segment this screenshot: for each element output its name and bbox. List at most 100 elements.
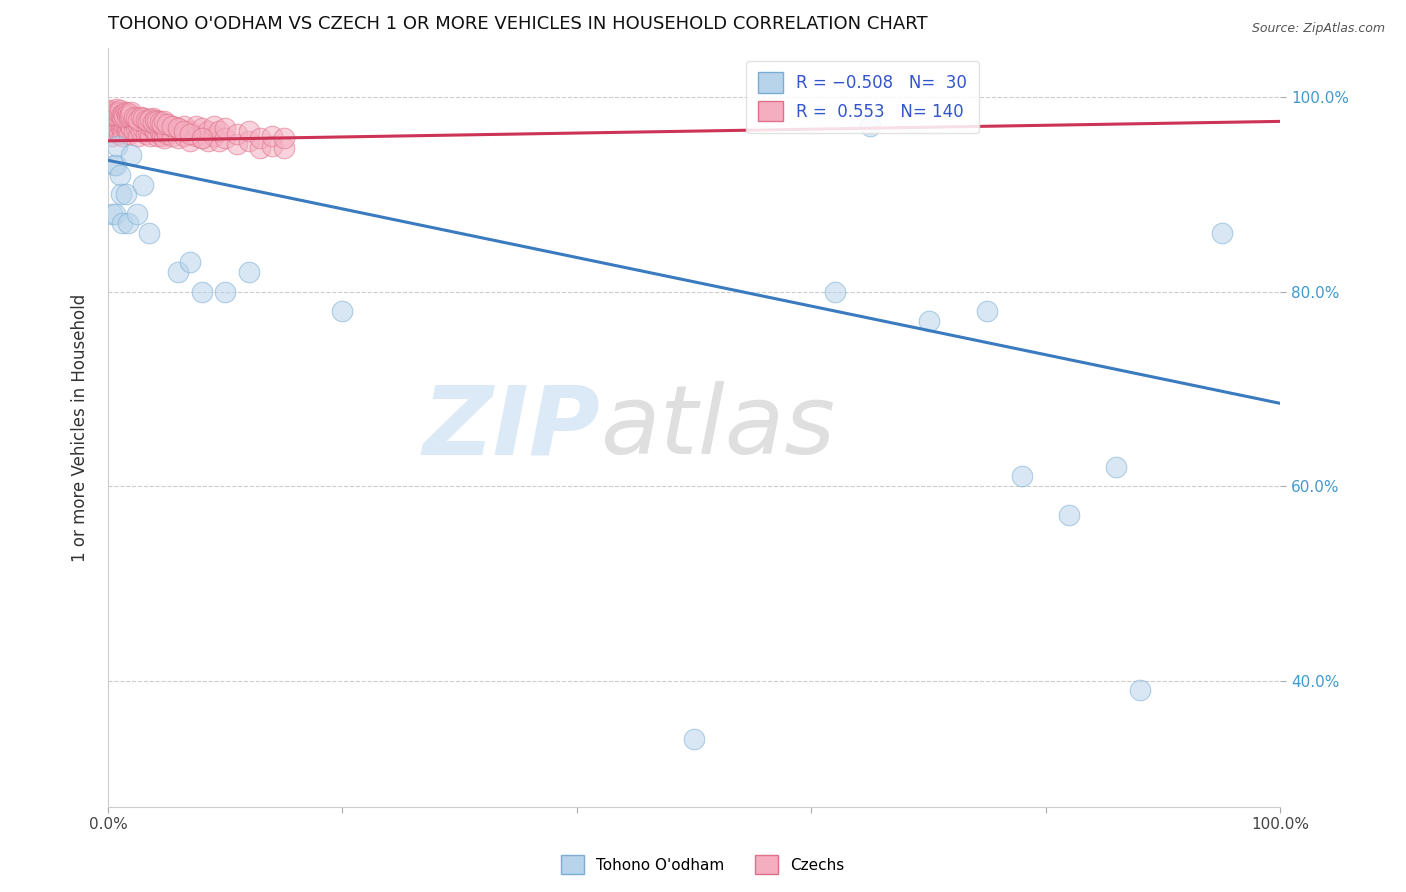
Point [167,265,190,279]
Point [114,187,136,202]
Point [238,265,260,279]
Point [208,134,231,148]
Point [104,114,127,128]
Point [167,131,190,145]
Point [824,285,846,299]
Point [120,120,142,134]
Point [134,113,156,128]
Point [191,131,214,145]
Point [127,207,149,221]
Point [105,102,128,116]
Point [108,114,131,128]
Point [238,134,260,148]
Point [132,112,155,126]
Point [112,124,135,138]
Point [136,114,159,128]
Point [173,120,195,134]
Point [105,104,128,119]
Point [107,117,129,131]
Point [139,120,162,134]
Point [129,110,152,124]
Point [214,121,236,136]
Point [120,110,142,124]
Point [98,103,121,117]
Point [179,134,201,148]
Point [100,128,122,143]
Point [141,115,163,129]
Point [105,138,128,153]
Point [115,124,138,138]
Point [148,124,170,138]
Point [120,148,142,162]
Point [110,121,132,136]
Point [202,120,225,134]
Y-axis label: 1 or more Vehicles in Household: 1 or more Vehicles in Household [72,293,89,562]
Point [115,114,138,128]
Point [122,114,145,128]
Point [143,124,166,138]
Point [136,114,159,128]
Point [114,121,136,136]
Point [197,134,219,148]
Point [103,103,125,118]
Point [138,226,160,240]
Point [98,104,121,119]
Point [332,304,354,318]
Point [112,110,135,124]
Point [134,127,156,141]
Point [1211,226,1233,240]
Point [1105,459,1128,474]
Point [122,124,145,138]
Point [202,128,225,143]
Point [146,120,169,134]
Point [111,217,134,231]
Point [105,112,128,126]
Point [118,127,141,141]
Point [214,131,236,145]
Point [101,107,124,121]
Point [273,131,295,145]
Point [191,131,214,145]
Point [184,128,207,143]
Point [132,178,155,192]
Point [103,158,125,172]
Text: TOHONO O'ODHAM VS CZECH 1 OR MORE VEHICLES IN HOUSEHOLD CORRELATION CHART: TOHONO O'ODHAM VS CZECH 1 OR MORE VEHICL… [108,15,928,33]
Point [249,141,271,155]
Legend: R = −0.508   N=  30, R =  0.553   N= 140: R = −0.508 N= 30, R = 0.553 N= 140 [747,61,979,133]
Text: atlas: atlas [600,381,835,475]
Point [117,112,139,126]
Point [101,121,124,136]
Point [111,128,134,143]
Point [155,117,177,131]
Point [111,120,134,134]
Point [143,114,166,128]
Point [120,104,142,119]
Point [139,128,162,143]
Point [127,128,149,143]
Point [125,112,148,126]
Point [105,158,128,172]
Point [1011,469,1033,483]
Point [104,207,127,221]
Point [100,120,122,134]
Point [1059,508,1081,523]
Point [162,120,184,134]
Point [127,113,149,128]
Point [155,117,177,131]
Point [141,112,163,126]
Point [104,106,127,120]
Point [143,113,166,128]
Point [141,121,163,136]
Point [120,106,142,120]
Point [129,114,152,128]
Point [162,128,184,143]
Point [173,128,195,143]
Point [112,106,135,120]
Point [112,109,135,123]
Point [108,168,131,182]
Point [118,117,141,131]
Point [162,120,184,134]
Point [976,304,998,318]
Point [155,127,177,141]
Point [153,121,176,136]
